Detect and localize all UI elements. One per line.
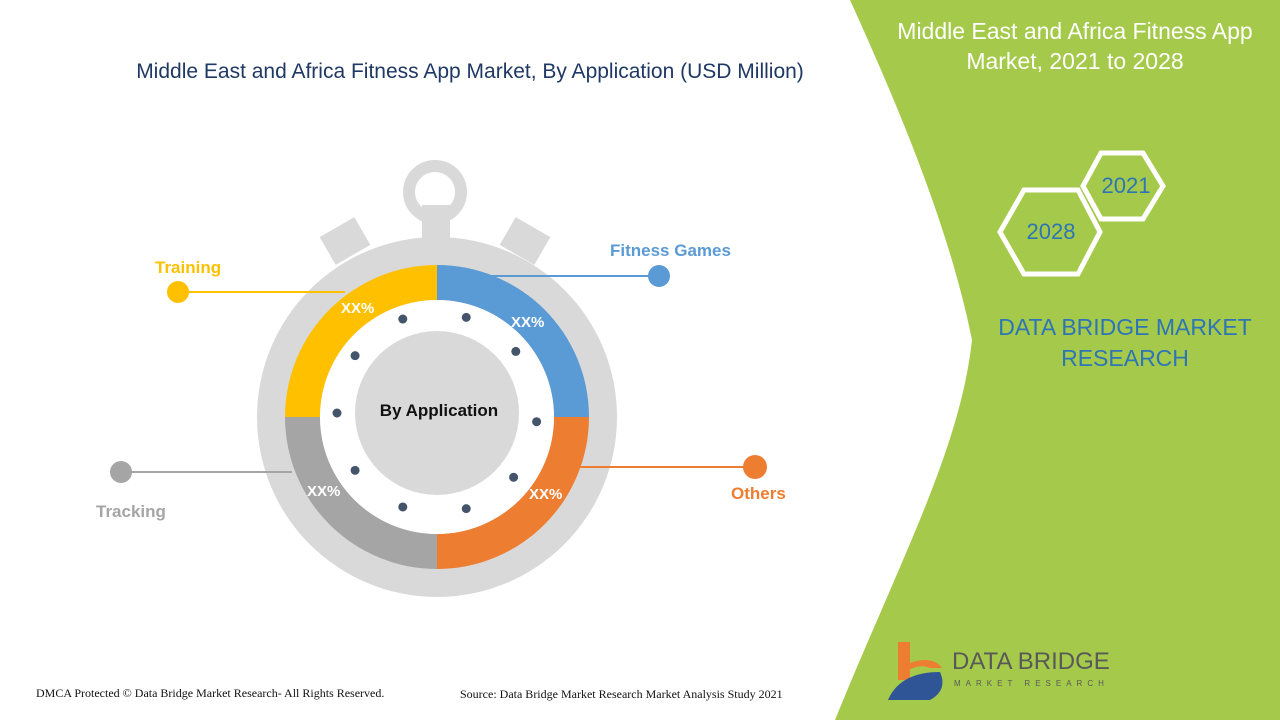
year-2021: 2021: [1101, 173, 1151, 198]
segment-fitness-games: [437, 265, 589, 417]
callout-fitness-games: [470, 265, 670, 287]
dial-dot: [461, 504, 471, 514]
dial-dot: [511, 346, 521, 356]
chart-title: Middle East and Africa Fitness App Marke…: [136, 60, 804, 83]
callout-training: [167, 281, 345, 303]
dial-dot: [350, 351, 360, 361]
pct-tracking: XX%: [307, 483, 341, 500]
center-label: By Application: [379, 401, 499, 420]
segment-tracking: [285, 417, 437, 569]
segment-others: [437, 417, 589, 569]
panel-title: Middle East and Africa Fitness App Marke…: [897, 18, 1253, 74]
pct-training: XX%: [341, 300, 375, 317]
dial-dot: [532, 417, 542, 427]
label-others: Others: [731, 484, 786, 503]
logo-tagline: MARKET RESEARCH: [954, 679, 1109, 688]
pct-others: XX%: [529, 486, 563, 503]
hexagon-2021: [1080, 150, 1166, 222]
label-training: Training: [155, 258, 222, 277]
green-side-panel: [835, 0, 1280, 720]
label-fitness-games: Fitness Games: [610, 241, 731, 260]
dial-dot: [461, 312, 471, 322]
source: Source: Data Bridge Market Research Mark…: [460, 687, 783, 701]
center-circle: [355, 331, 519, 495]
data-bridge-logo: [888, 642, 943, 700]
dial-dot: [398, 314, 408, 324]
dial-dot: [398, 502, 408, 512]
segment-training: [285, 265, 437, 417]
pct-fitness-games: XX%: [511, 314, 545, 331]
callout-others: [580, 455, 767, 479]
copyright: DMCA Protected © Data Bridge Market Rese…: [36, 686, 385, 700]
label-tracking: Tracking: [96, 502, 166, 521]
brand-text: DATA BRIDGE MARKET RESEARCH: [998, 314, 1252, 371]
dial-dot: [509, 472, 519, 482]
logo-name: DATA BRIDGE: [952, 648, 1110, 675]
year-2028: 2028: [1026, 219, 1076, 244]
callout-tracking: [110, 461, 292, 483]
dial-dot: [332, 408, 342, 418]
hexagon-2028: [997, 187, 1103, 277]
dial-dot: [350, 465, 360, 475]
